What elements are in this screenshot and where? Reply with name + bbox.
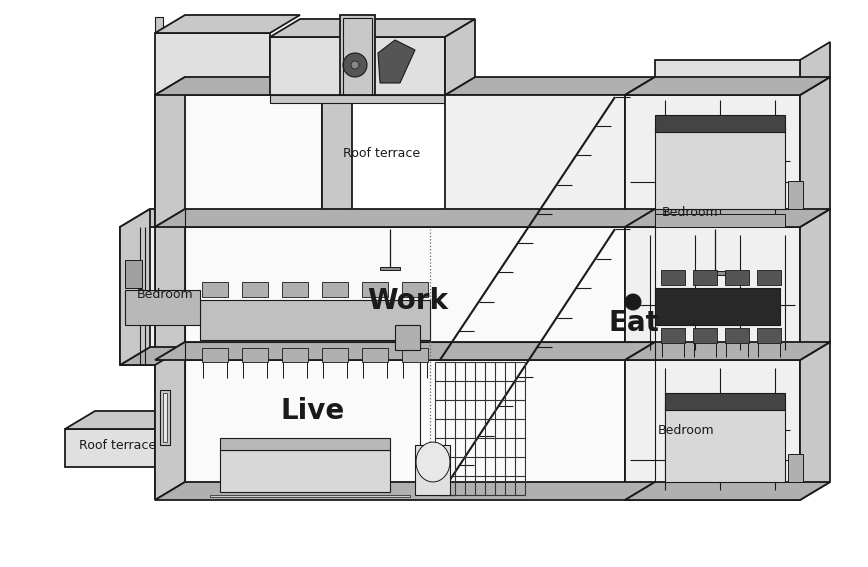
Polygon shape (416, 442, 450, 482)
Polygon shape (625, 95, 800, 225)
Polygon shape (155, 17, 163, 227)
Polygon shape (200, 300, 430, 340)
Polygon shape (378, 40, 415, 83)
Polygon shape (625, 342, 655, 500)
Polygon shape (693, 270, 717, 285)
Polygon shape (163, 393, 167, 442)
Polygon shape (665, 393, 785, 410)
Polygon shape (705, 271, 725, 275)
Polygon shape (155, 342, 655, 360)
Polygon shape (445, 77, 655, 95)
Polygon shape (155, 95, 322, 225)
Polygon shape (270, 19, 475, 37)
Polygon shape (661, 328, 685, 343)
Polygon shape (788, 181, 803, 209)
Polygon shape (220, 438, 390, 450)
Polygon shape (125, 290, 200, 325)
Polygon shape (362, 348, 388, 362)
Polygon shape (693, 328, 717, 343)
Polygon shape (155, 77, 185, 227)
Polygon shape (655, 214, 785, 227)
Polygon shape (155, 482, 655, 500)
Polygon shape (155, 33, 270, 227)
Polygon shape (210, 495, 410, 497)
Polygon shape (202, 348, 228, 362)
Polygon shape (445, 95, 625, 227)
Circle shape (351, 61, 359, 69)
Polygon shape (322, 77, 352, 227)
Polygon shape (155, 360, 625, 498)
Text: Roof terrace: Roof terrace (344, 147, 420, 159)
Polygon shape (242, 348, 268, 362)
Circle shape (343, 53, 367, 77)
Text: Work: Work (367, 286, 449, 315)
Polygon shape (445, 19, 475, 95)
Polygon shape (155, 227, 625, 358)
Polygon shape (202, 282, 228, 297)
Polygon shape (362, 282, 388, 297)
Polygon shape (800, 42, 830, 95)
Polygon shape (757, 270, 781, 285)
Polygon shape (800, 77, 830, 227)
Text: Roof terrace: Roof terrace (79, 439, 155, 451)
Polygon shape (725, 270, 749, 285)
Polygon shape (655, 115, 785, 132)
Polygon shape (155, 342, 185, 500)
Polygon shape (270, 37, 445, 95)
Polygon shape (120, 209, 185, 227)
Polygon shape (120, 209, 150, 365)
Polygon shape (625, 482, 830, 500)
Polygon shape (625, 77, 655, 227)
Polygon shape (120, 227, 155, 365)
Polygon shape (155, 15, 300, 33)
Polygon shape (800, 209, 830, 360)
Polygon shape (242, 282, 268, 297)
Text: Bedroom: Bedroom (657, 425, 714, 437)
Polygon shape (655, 60, 800, 95)
Polygon shape (625, 342, 830, 360)
Polygon shape (402, 348, 428, 362)
Text: Live: Live (280, 397, 345, 425)
Polygon shape (757, 328, 781, 343)
Polygon shape (120, 347, 185, 365)
Polygon shape (220, 450, 390, 492)
Polygon shape (415, 445, 450, 495)
Polygon shape (340, 15, 375, 95)
Polygon shape (800, 342, 830, 500)
Polygon shape (155, 77, 352, 95)
Polygon shape (65, 411, 185, 429)
Polygon shape (155, 411, 185, 467)
Polygon shape (625, 360, 800, 500)
Polygon shape (725, 328, 749, 343)
Polygon shape (395, 325, 420, 350)
Polygon shape (322, 282, 348, 297)
Polygon shape (322, 348, 348, 362)
Text: Eat: Eat (608, 309, 659, 337)
Polygon shape (125, 260, 142, 288)
Polygon shape (625, 209, 655, 360)
Polygon shape (788, 454, 803, 482)
Circle shape (625, 294, 641, 310)
Polygon shape (155, 209, 185, 360)
Polygon shape (625, 209, 830, 227)
Polygon shape (655, 288, 780, 325)
Text: Bedroom: Bedroom (136, 289, 194, 301)
Polygon shape (661, 270, 685, 285)
Polygon shape (65, 429, 155, 467)
Polygon shape (380, 267, 400, 270)
Polygon shape (655, 127, 785, 209)
Polygon shape (625, 227, 800, 358)
Polygon shape (155, 209, 655, 227)
Polygon shape (402, 282, 428, 297)
Polygon shape (625, 77, 830, 95)
Polygon shape (270, 95, 625, 103)
Polygon shape (282, 348, 308, 362)
Polygon shape (665, 405, 785, 482)
Polygon shape (282, 282, 308, 297)
Text: Bedroom: Bedroom (661, 206, 719, 219)
Polygon shape (160, 390, 170, 445)
